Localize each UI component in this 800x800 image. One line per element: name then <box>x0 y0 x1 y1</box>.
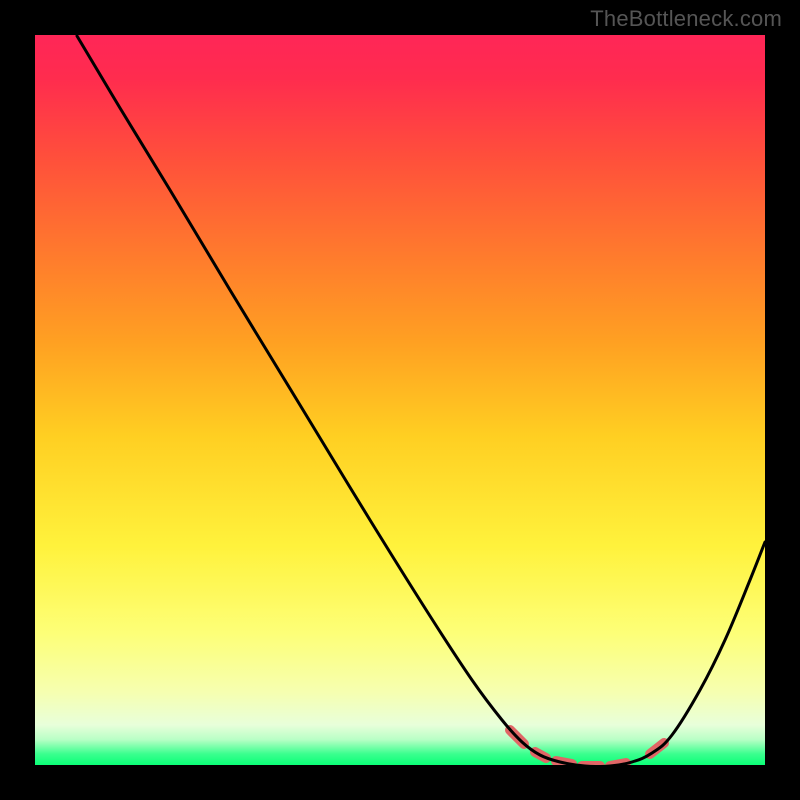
chart-gradient-bg <box>35 35 765 765</box>
watermark-text: TheBottleneck.com <box>590 6 782 32</box>
bottleneck-chart: TheBottleneck.com <box>0 0 800 800</box>
chart-svg <box>0 0 800 800</box>
